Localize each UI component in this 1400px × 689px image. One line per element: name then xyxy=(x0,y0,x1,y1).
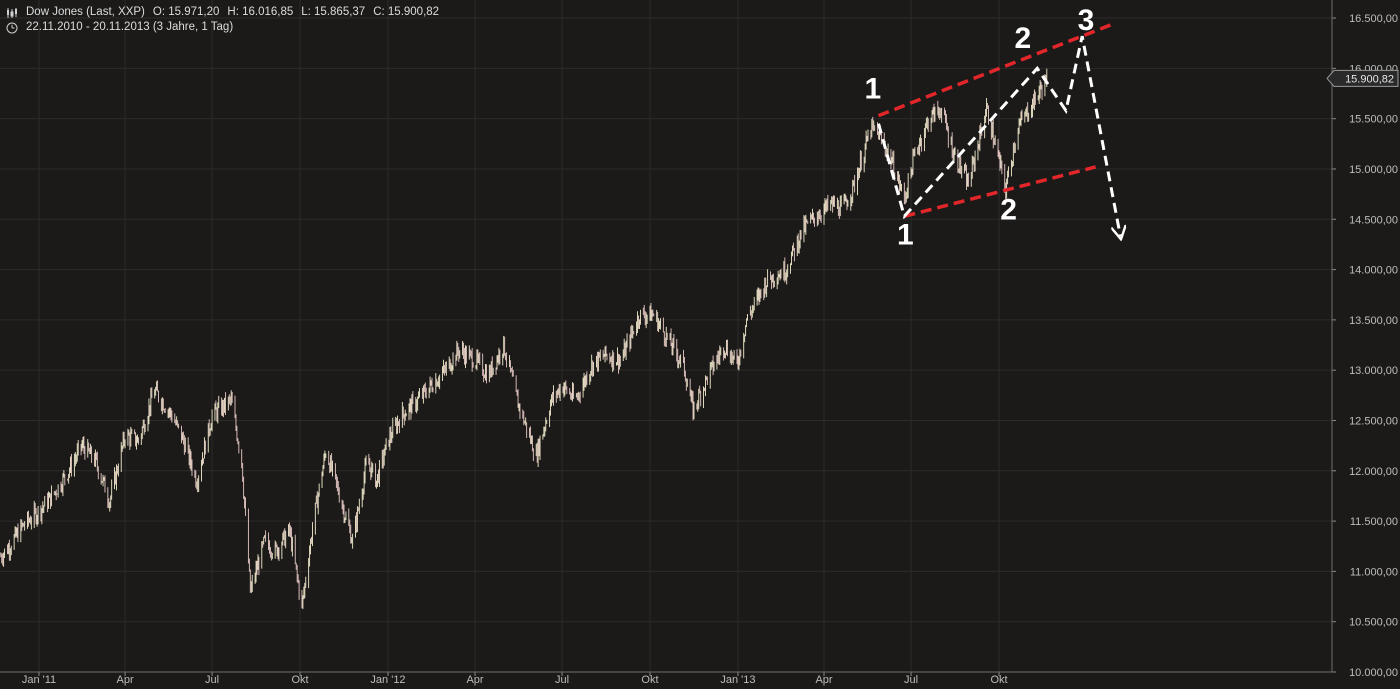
y-tick-label: 12.500,00 xyxy=(1349,415,1398,427)
instrument-row: Dow Jones (Last, XXP) O: 15.971,20 H: 16… xyxy=(6,5,443,20)
x-tick-label: Jul xyxy=(904,674,918,686)
candlestick-icon xyxy=(6,7,18,19)
wave-label: 1 xyxy=(897,218,914,251)
wave-projection-path xyxy=(877,35,1121,236)
x-tick-label: Apr xyxy=(466,674,483,686)
x-tick-label: Jan '12 xyxy=(370,674,405,686)
wave-label: 1 xyxy=(864,73,881,106)
annotations: 1 1 2 2 3 xyxy=(864,4,1120,251)
wave-label: 2 xyxy=(1000,193,1017,226)
clock-icon xyxy=(6,22,18,34)
open-value: O: 15.971,20 xyxy=(152,6,220,18)
y-tick-label: 16.500,00 xyxy=(1349,13,1398,25)
y-tick-label: 10.500,00 xyxy=(1349,617,1398,629)
period-range: 22.11.2010 - 20.11.2013 (3 Jahre, 1 Tag) xyxy=(26,21,234,33)
last-price-label: 15.900,82 xyxy=(1345,73,1394,85)
price-series xyxy=(0,68,1048,610)
x-tick-label: Jul xyxy=(205,674,219,686)
y-tick-label: 15.000,00 xyxy=(1349,164,1398,176)
instrument-name: Dow Jones (Last, XXP) xyxy=(26,6,145,18)
y-tick-label: 14.000,00 xyxy=(1349,265,1398,277)
wave-label: 2 xyxy=(1015,22,1032,55)
grid xyxy=(0,0,1332,673)
close-value: C: 15.900,82 xyxy=(373,6,440,18)
wave-label: 3 xyxy=(1078,4,1095,37)
x-tick-label: Apr xyxy=(116,674,133,686)
x-tick-label: Okt xyxy=(641,674,658,686)
y-tick-label: 12.000,00 xyxy=(1349,466,1398,478)
period-row: 22.11.2010 - 20.11.2013 (3 Jahre, 1 Tag) xyxy=(6,20,443,35)
y-tick-label: 13.000,00 xyxy=(1349,365,1398,377)
y-tick-label: 14.500,00 xyxy=(1349,214,1398,226)
x-tick-label: Okt xyxy=(990,674,1007,686)
high-value: H: 16.016,85 xyxy=(227,6,294,18)
x-tick-label: Apr xyxy=(815,674,832,686)
x-tick-label: Okt xyxy=(291,674,308,686)
channel-upper-line xyxy=(877,22,1114,118)
x-tick-label: Jan '11 xyxy=(22,674,56,686)
y-tick-label: 10.000,00 xyxy=(1349,667,1398,679)
last-price-marker xyxy=(1326,69,1399,87)
y-tick-label: 11.000,00 xyxy=(1350,566,1398,578)
x-tick-label: Jul xyxy=(555,674,569,686)
chart-header: Dow Jones (Last, XXP) O: 15.971,20 H: 16… xyxy=(6,5,443,35)
y-tick-label: 15.500,00 xyxy=(1349,114,1398,126)
low-value: L: 15.865,37 xyxy=(301,6,366,18)
x-tick-label: Jan '13 xyxy=(720,674,755,686)
y-tick-label: 11.500,00 xyxy=(1350,516,1398,528)
y-tick-label: 13.500,00 xyxy=(1349,315,1398,327)
